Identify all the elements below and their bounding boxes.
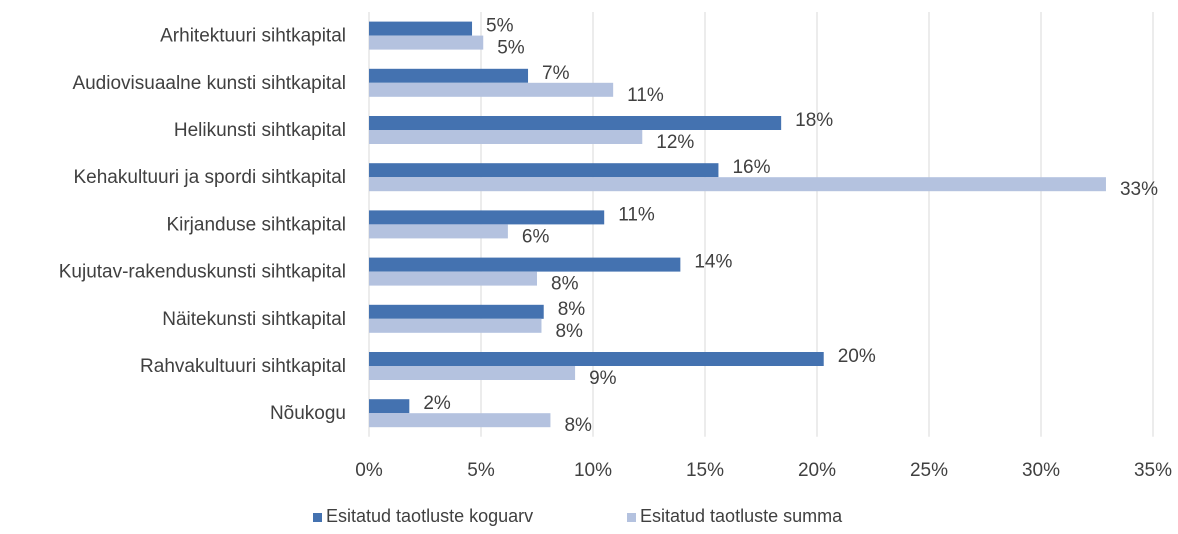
x-tick-label: 25% [910,460,948,481]
x-tick-label: 15% [686,460,724,481]
data-label: 16% [732,157,770,178]
bar-summa [369,130,643,144]
data-label: 14% [694,252,732,273]
category-label: Arhitektuuri sihtkapital [160,26,346,47]
bar-summa [369,35,484,50]
x-tick-label: 10% [574,460,612,481]
bars [369,21,1106,428]
data-labels: 5%5%7%11%18%12%16%33%11%6%14%8%8%8%20%9%… [423,16,1158,437]
x-tick-label: 20% [798,460,836,481]
data-label: 5% [497,38,525,59]
bar-koguarv [369,21,473,36]
legend-label: Esitatud taotluste koguarv [326,506,533,526]
category-label: Audiovisuaalne kunsti sihtkapital [72,73,346,94]
category-label: Näitekunsti sihtkapital [162,309,346,330]
legend: Esitatud taotluste koguarv Esitatud taotl… [313,506,843,526]
bar-summa [369,366,576,380]
category-label: Kirjanduse sihtkapital [166,214,346,235]
bar-koguarv [369,163,719,178]
data-label: 11% [618,204,655,225]
bar-koguarv [369,68,529,83]
data-label: 7% [542,63,570,84]
legend-swatch [627,513,636,522]
data-label: 5% [486,16,514,37]
data-label: 8% [551,274,579,295]
x-tick-label: 30% [1022,460,1060,481]
data-label: 9% [589,368,617,389]
category-label: Rahvakultuuri sihtkapital [140,356,346,377]
category-label: Helikunsti sihtkapital [174,120,346,141]
data-label: 12% [656,132,694,153]
bar-summa [369,318,542,333]
bar-koguarv [369,352,824,366]
data-label: 8% [564,415,592,436]
category-label: Kujutav-rakenduskunsti sihtkapital [59,262,346,283]
bar-koguarv [369,210,605,225]
x-tick-label: 35% [1134,460,1172,481]
bar-summa [369,413,551,428]
legend-label: Esitatud taotluste summa [640,506,843,526]
bar-koguarv [369,399,410,414]
category-label: Kehakultuuri ja spordi sihtkapital [74,167,347,188]
data-label: 11% [627,85,664,106]
x-axis-ticks: 0% 5% 10% 15% 20% 25% 30% 35% [355,460,1172,481]
data-label: 33% [1120,179,1158,200]
bar-summa [369,271,537,286]
bar-koguarv [369,257,681,272]
bar-koguarv [369,304,544,319]
bar-summa [369,82,614,97]
bar-koguarv [369,116,782,130]
bar-summa [369,177,1106,192]
data-label: 6% [522,226,550,247]
x-tick-label: 0% [355,460,383,481]
category-labels: Arhitektuuri sihtkapital Audiovisuaalne k… [59,26,346,425]
bar-summa [369,224,508,239]
data-label: 18% [795,110,833,131]
data-label: 20% [838,346,876,367]
data-label: 8% [555,321,583,342]
data-label: 8% [558,299,586,320]
x-tick-label: 5% [467,460,495,481]
category-label: Nõukogu [270,403,346,424]
data-label: 2% [423,393,451,414]
legend-swatch [313,513,322,522]
